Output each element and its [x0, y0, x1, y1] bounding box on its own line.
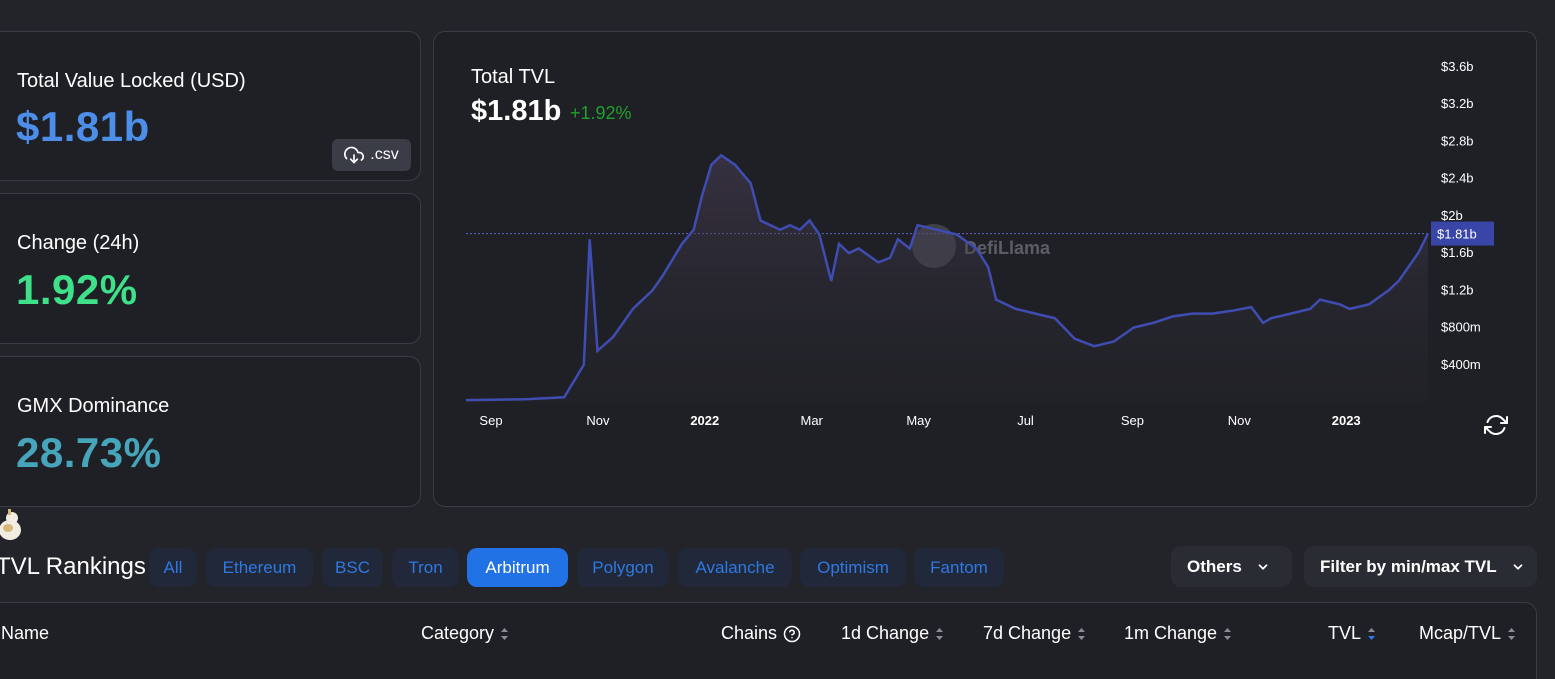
- rankings-table-header: Name Category Chains 1d Change 7d Change…: [0, 602, 1537, 679]
- col-name-label: Name: [1, 623, 50, 643]
- tvl-area: [466, 155, 1428, 402]
- others-label: Others: [1187, 556, 1242, 576]
- col-name[interactable]: Name: [1, 623, 49, 644]
- x-tick-label: Sep: [479, 413, 502, 428]
- tab-optimism[interactable]: Optimism: [800, 548, 906, 587]
- help-circle-icon[interactable]: [783, 625, 801, 643]
- cloud-download-icon: [344, 146, 365, 164]
- y-tick-label: $1.2b: [1441, 282, 1474, 297]
- rankings-title: TVL Rankings: [0, 553, 146, 580]
- col-1d-label: 1d Change: [841, 623, 930, 643]
- col-1d-change[interactable]: 1d Change: [841, 623, 944, 644]
- tab-bsc[interactable]: BSC: [322, 548, 383, 587]
- tab-arbitrum[interactable]: Arbitrum: [467, 548, 568, 587]
- tvl-card: Total Value Locked (USD) $1.81b .csv: [0, 31, 421, 181]
- y-tick-label: $3.6b: [1441, 59, 1474, 74]
- y-tick-label: $3.2b: [1441, 96, 1474, 111]
- y-tick-label: $400m: [1441, 357, 1481, 372]
- tvl-value: $1.81b: [16, 103, 150, 150]
- col-chains-label: Chains: [721, 623, 778, 643]
- sort-icon: [1508, 627, 1516, 640]
- x-tick-label: Jul: [1017, 413, 1034, 428]
- change-label: Change (24h): [17, 232, 140, 254]
- refresh-icon[interactable]: [1484, 413, 1508, 437]
- sort-icon: [1224, 627, 1232, 640]
- watermark-text: DefiLlama: [964, 238, 1051, 258]
- y-tick-label: $2.8b: [1441, 133, 1474, 148]
- x-tick-label: May: [906, 413, 931, 428]
- csv-label: .csv: [370, 146, 399, 163]
- col-category[interactable]: Category: [421, 623, 509, 644]
- x-tick-label: Nov: [586, 413, 610, 428]
- dominance-value: 28.73%: [16, 429, 162, 476]
- col-1m-label: 1m Change: [1124, 623, 1218, 643]
- col-tvl[interactable]: TVL: [1328, 623, 1376, 644]
- tab-ethereum[interactable]: Ethereum: [206, 548, 313, 587]
- tab-polygon[interactable]: Polygon: [577, 548, 669, 587]
- sort-desc-icon: [1368, 627, 1376, 640]
- col-tvl-label: TVL: [1328, 623, 1362, 643]
- col-7d-change[interactable]: 7d Change: [983, 623, 1086, 644]
- x-tick-label: Mar: [801, 413, 824, 428]
- change-value: 1.92%: [16, 266, 138, 313]
- x-tick-label: 2023: [1332, 413, 1361, 428]
- download-csv-button[interactable]: .csv: [332, 139, 411, 171]
- current-value-badge: [1431, 221, 1494, 246]
- chart-change: +1.92%: [570, 103, 632, 123]
- others-dropdown[interactable]: Others: [1171, 546, 1292, 587]
- tab-all[interactable]: All: [149, 548, 197, 587]
- x-tick-label: Sep: [1121, 413, 1144, 428]
- col-mcap-tvl[interactable]: Mcap/TVL: [1419, 623, 1516, 644]
- change-card: Change (24h) 1.92%: [0, 193, 421, 344]
- tvl-label: Total Value Locked (USD): [17, 70, 246, 92]
- x-tick-label: Nov: [1228, 413, 1252, 428]
- tab-avalanche[interactable]: Avalanche: [678, 548, 792, 587]
- tab-tron[interactable]: Tron: [392, 548, 459, 587]
- y-tick-label: $2.4b: [1441, 171, 1474, 186]
- sort-icon: [1078, 627, 1086, 640]
- tvl-area-chart[interactable]: $3.6b $3.2b $2.8b $2.4b $2b $1.6b $1.2b $800m $4…: [434, 32, 1538, 508]
- chart-value: $1.81b: [471, 95, 562, 127]
- x-tick-label: 2022: [690, 413, 719, 428]
- y-tick-label: $2b: [1441, 208, 1463, 223]
- chart-title: Total TVL: [471, 66, 556, 88]
- col-mcap-label: Mcap/TVL: [1419, 623, 1502, 643]
- col-1m-change[interactable]: 1m Change: [1124, 623, 1232, 644]
- y-tick-label: $1.6b: [1441, 245, 1474, 260]
- chevron-down-icon: [1513, 563, 1523, 570]
- current-value-label: $1.81b: [1437, 227, 1477, 242]
- dominance-label: GMX Dominance: [17, 395, 170, 417]
- tab-fantom[interactable]: Fantom: [914, 548, 1004, 587]
- sort-icon: [501, 627, 509, 640]
- col-7d-label: 7d Change: [983, 623, 1072, 643]
- filter-tvl-dropdown[interactable]: Filter by min/max TVL: [1304, 546, 1537, 587]
- col-chains[interactable]: Chains: [721, 623, 801, 644]
- col-category-label: Category: [421, 623, 495, 643]
- llama-logo-icon: [0, 509, 21, 540]
- chevron-down-icon: [1258, 563, 1268, 570]
- filter-label: Filter by min/max TVL: [1320, 556, 1497, 576]
- dominance-card: GMX Dominance 28.73%: [0, 356, 421, 507]
- tvl-line: [465, 153, 1430, 402]
- y-tick-label: $800m: [1441, 320, 1481, 335]
- tvl-chart-card: Total TVL $1.81b +1.92% $3.6b $3.2b $2.8b $…: [433, 31, 1537, 507]
- sort-icon: [936, 627, 944, 640]
